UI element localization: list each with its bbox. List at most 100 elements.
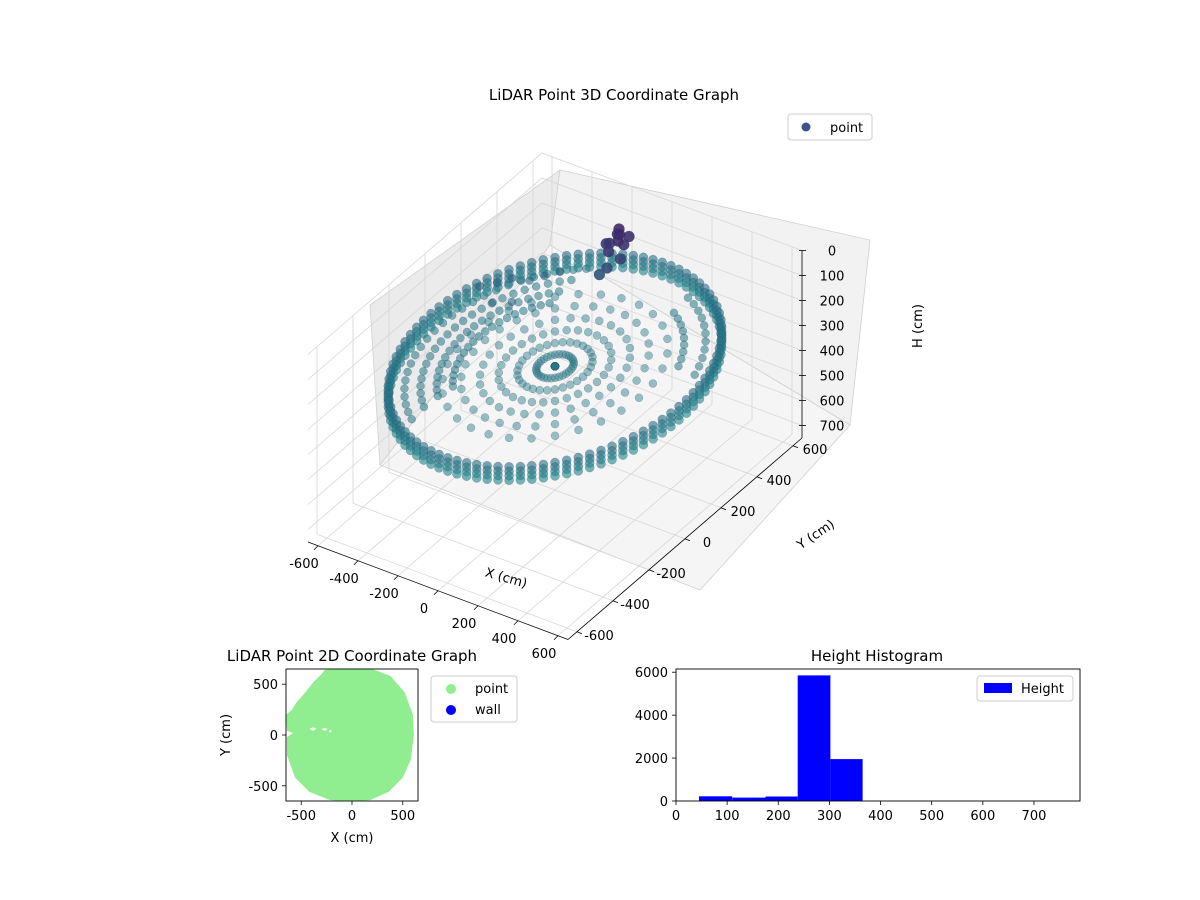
data-point bbox=[568, 355, 578, 364]
data-point bbox=[513, 366, 522, 375]
data-point bbox=[542, 340, 552, 350]
data-point bbox=[528, 347, 538, 356]
data-point bbox=[562, 325, 571, 335]
data-point bbox=[572, 376, 582, 386]
data-point bbox=[512, 315, 521, 325]
data-point bbox=[606, 383, 616, 392]
z-tick-label: 200 bbox=[820, 295, 845, 310]
data-point bbox=[492, 278, 502, 287]
data-point bbox=[569, 265, 578, 275]
data-point bbox=[666, 274, 676, 284]
data-point bbox=[578, 341, 588, 351]
data-point bbox=[401, 376, 410, 385]
data-point bbox=[679, 340, 689, 350]
data-point bbox=[485, 350, 494, 359]
data-point bbox=[555, 277, 564, 286]
data-point bbox=[663, 349, 672, 358]
data-point bbox=[593, 268, 606, 281]
data-point bbox=[663, 334, 672, 344]
data-point bbox=[469, 405, 478, 414]
data-point bbox=[407, 414, 416, 424]
histogram-bar bbox=[765, 796, 798, 801]
data-point bbox=[417, 374, 426, 383]
data-point bbox=[644, 351, 653, 360]
data-point bbox=[589, 408, 598, 417]
data-point bbox=[475, 281, 485, 291]
x-tick bbox=[393, 575, 399, 581]
y-tick-label: -500 bbox=[248, 780, 278, 795]
data-point bbox=[550, 362, 560, 371]
x-tick-label: -400 bbox=[329, 572, 359, 587]
data-point bbox=[583, 344, 592, 354]
y-tick-label: 6000 bbox=[635, 666, 668, 681]
data-point bbox=[588, 352, 597, 362]
legend-frame bbox=[787, 113, 873, 141]
data-point bbox=[607, 454, 617, 465]
data-point bbox=[550, 362, 560, 371]
data-point bbox=[501, 353, 511, 362]
data-point bbox=[461, 471, 472, 481]
data-point bbox=[550, 419, 560, 429]
data-point bbox=[581, 398, 590, 408]
data-point bbox=[592, 377, 602, 387]
data-point bbox=[510, 310, 520, 319]
legend-label-height: Height bbox=[1021, 682, 1064, 697]
data-point bbox=[467, 310, 477, 319]
histogram-legend: Height bbox=[976, 675, 1074, 702]
data-point bbox=[507, 273, 517, 283]
data-point bbox=[434, 463, 444, 473]
chart-2d-legend: point wall bbox=[430, 675, 518, 723]
data-point bbox=[531, 422, 540, 431]
data-point bbox=[518, 379, 527, 388]
x-tick-label: -200 bbox=[369, 587, 399, 602]
data-point bbox=[452, 469, 462, 479]
data-point bbox=[445, 346, 454, 356]
data-point bbox=[562, 393, 572, 403]
data-point bbox=[618, 450, 628, 460]
chart-3d-xlabel: X (cm) bbox=[483, 565, 528, 591]
data-point bbox=[452, 344, 462, 354]
data-point bbox=[550, 338, 560, 348]
data-point bbox=[536, 372, 546, 381]
data-point bbox=[456, 333, 465, 343]
x-tick-label: 600 bbox=[970, 809, 995, 824]
data-point bbox=[573, 466, 584, 476]
scatter-point-region bbox=[286, 669, 414, 801]
data-point bbox=[550, 362, 560, 371]
grid-floor-y bbox=[316, 533, 578, 633]
data-point bbox=[535, 410, 544, 419]
y-axis-line bbox=[567, 437, 803, 640]
data-point bbox=[440, 353, 450, 362]
data-point bbox=[527, 474, 537, 484]
grid-floor-y bbox=[532, 347, 794, 447]
data-point bbox=[535, 343, 544, 353]
data-point bbox=[550, 362, 560, 371]
data-point bbox=[550, 408, 560, 417]
data-point bbox=[606, 398, 615, 408]
data-point bbox=[550, 362, 560, 371]
data-point bbox=[536, 356, 546, 366]
data-point bbox=[539, 398, 548, 407]
data-point bbox=[569, 357, 578, 366]
y-tick bbox=[648, 569, 655, 573]
data-point bbox=[425, 352, 435, 361]
data-point bbox=[481, 327, 490, 336]
data-point bbox=[550, 362, 560, 371]
data-point bbox=[583, 367, 592, 377]
data-point bbox=[677, 354, 686, 364]
data-point bbox=[507, 297, 517, 307]
x-tick bbox=[433, 590, 439, 596]
data-point bbox=[550, 327, 560, 336]
data-point bbox=[566, 313, 575, 323]
chart-3d-legend: point bbox=[787, 113, 873, 141]
data-point bbox=[509, 289, 518, 299]
chart-2d: LiDAR Point 2D Coordinate Graph -500 0 500… bbox=[219, 647, 518, 846]
data-point bbox=[632, 376, 641, 385]
data-point bbox=[477, 316, 487, 325]
data-point bbox=[400, 384, 409, 393]
data-point bbox=[550, 362, 560, 371]
data-point bbox=[550, 362, 560, 371]
data-point bbox=[683, 293, 693, 303]
data-point bbox=[462, 327, 472, 337]
data-point bbox=[567, 275, 576, 285]
